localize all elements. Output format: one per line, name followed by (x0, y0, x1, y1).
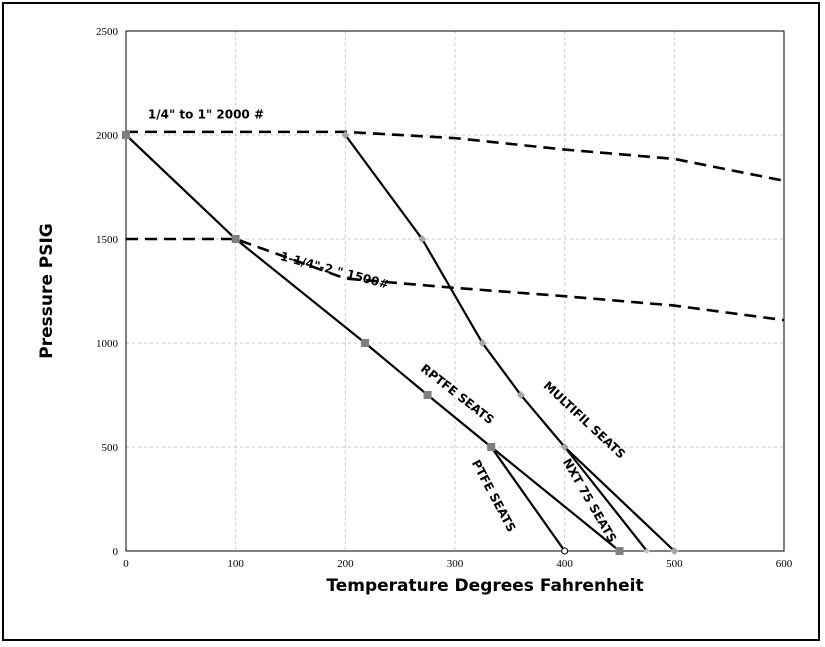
y-tick-label: 500 (102, 442, 119, 454)
data-point (418, 235, 427, 243)
data-point (231, 235, 240, 243)
y-tick-label: 1000 (96, 338, 119, 350)
series-markers (122, 131, 679, 555)
data-point (478, 339, 487, 347)
series-annotation: PTFE SEATS (469, 457, 519, 534)
y-axis-title: Pressure PSIG (37, 223, 57, 359)
series-line-2 (125, 134, 621, 552)
x-tick-label: 400 (556, 558, 573, 570)
series-annotation: 1-1/4"-2 " 1500# (279, 249, 391, 292)
data-point (423, 391, 432, 399)
x-tick-label: 0 (123, 558, 129, 570)
series-line-3 (490, 446, 566, 552)
data-point (643, 548, 650, 554)
series-line-4 (344, 134, 676, 552)
y-tick-label: 0 (113, 546, 119, 558)
x-tick-label: 600 (776, 558, 793, 570)
data-point (361, 339, 370, 347)
data-point (670, 547, 679, 555)
series-annotation: 1/4" to 1" 2000 # (148, 107, 264, 121)
x-tick-label: 300 (447, 558, 464, 570)
data-point (487, 443, 496, 451)
data-point (561, 547, 569, 555)
series-line-0 (126, 130, 785, 183)
data-point (560, 443, 569, 451)
plot-area (125, 30, 785, 552)
y-tick-label: 2500 (96, 26, 119, 38)
series-lines (125, 130, 785, 552)
x-tick-label: 500 (666, 558, 683, 570)
data-point (341, 131, 350, 139)
data-point (615, 547, 624, 555)
series-annotation: MULTIFIL SEATS (541, 379, 628, 462)
y-tick-label: 1500 (96, 234, 119, 246)
y-tick-labels: 0 500 1000 1500 2000 2500 (96, 26, 119, 558)
series-line-5 (563, 446, 648, 552)
annotations: 1/4" to 1" 2000 #1-1/4"-2 " 1500#RPTFE S… (148, 107, 628, 545)
x-axis-title: Temperature Degrees Fahrenheit (326, 576, 643, 596)
chart-frame: 0 100 200 300 400 500 600 0 500 1000 1500 2000 2500… (2, 2, 820, 641)
x-tick-label: 100 (227, 558, 244, 570)
y-tick-label: 2000 (96, 130, 119, 142)
series-line-1 (126, 237, 785, 322)
data-point (122, 131, 130, 139)
pressure-temperature-chart: 0 100 200 300 400 500 600 0 500 1000 1500 2000 2500… (37, 26, 793, 596)
x-tick-labels: 0 100 200 300 400 500 600 (123, 558, 793, 570)
x-tick-label: 200 (337, 558, 354, 570)
data-point (516, 391, 525, 399)
